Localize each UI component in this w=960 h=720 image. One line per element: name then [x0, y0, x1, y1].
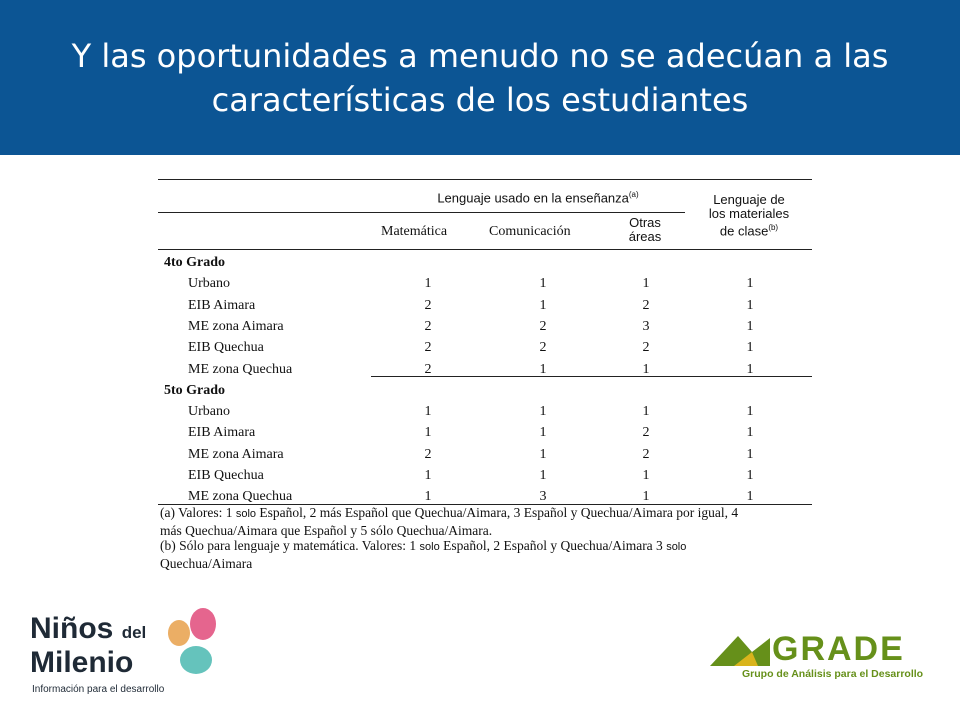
group-label: 4to Grado [164, 255, 226, 270]
row-label: Urbano [188, 276, 230, 292]
row-value: 1 [424, 404, 432, 420]
row-value: 2 [642, 425, 650, 441]
milenio-wordmark: Milenio [30, 646, 134, 679]
row-value: 1 [539, 297, 547, 313]
row-value: 1 [424, 425, 432, 441]
row-value: 1 [424, 489, 432, 505]
row-value: 1 [746, 446, 754, 462]
row-value: 1 [642, 404, 650, 420]
table-footnotes: (a) Valores: 1 solo Español, 2 más Españ… [160, 505, 890, 571]
column-header-matematica: Matemática [381, 224, 448, 239]
row-label: ME zona Quechua [188, 489, 293, 505]
row-value: 2 [424, 446, 432, 462]
grade-mountain-icon [710, 636, 770, 666]
row-value: 1 [539, 425, 547, 441]
table-group-rule [158, 212, 685, 213]
row-value: 1 [642, 468, 650, 483]
footnote-a-line-1: (a) Valores: 1 solo Español, 2 más Españ… [160, 505, 739, 520]
ninos-del-milenio-logo: Niños del Milenio Información para el de… [30, 606, 230, 701]
row-value: 1 [746, 361, 754, 377]
row-value: 2 [642, 446, 650, 462]
row-value: 1 [539, 404, 547, 420]
row-value: 2 [539, 318, 547, 334]
row-value: 1 [539, 468, 547, 483]
slide-title: Y las oportunidades a menudo no se adecú… [20, 34, 940, 122]
table-row-rule [371, 376, 812, 377]
footnote-a-line-2: más Quechua/Aimara que Español y 5 sólo … [160, 522, 493, 538]
row-label: Urbano [188, 404, 230, 420]
fingerprint-orange-icon [168, 620, 190, 646]
row-label: EIB Quechua [188, 468, 264, 483]
row-label: ME zona Aimara [188, 318, 284, 334]
row-value: 1 [746, 340, 754, 356]
fingerprint-pink-icon [190, 608, 216, 640]
slide-header: Y las oportunidades a menudo no se adecú… [0, 0, 960, 155]
group-label: 5to Grado [164, 382, 226, 398]
row-value: 1 [642, 489, 650, 505]
row-value: 2 [424, 340, 432, 356]
row-value: 3 [642, 318, 650, 334]
column-header-comunicacion: Comunicación [489, 224, 571, 239]
row-value: 2 [424, 361, 432, 377]
row-value: 1 [746, 276, 754, 292]
row-label: EIB Quechua [188, 340, 264, 356]
fingerprint-teal-icon [180, 646, 212, 674]
grade-tagline: Grupo de Análisis para el Desarrollo [742, 668, 924, 680]
slide-title-line-1: Y las oportunidades a menudo no se adecú… [71, 37, 889, 75]
footnote-b-line-2: Quechua/Aimara [160, 555, 253, 571]
row-value: 1 [642, 361, 650, 377]
row-value: 1 [746, 489, 754, 505]
row-value: 2 [642, 297, 650, 313]
row-value: 2 [424, 318, 432, 334]
row-value: 2 [424, 297, 432, 313]
row-label: EIB Aimara [188, 297, 256, 313]
ninos-wordmark: Niños del [30, 612, 147, 645]
row-value: 1 [539, 446, 547, 462]
row-value: 1 [746, 318, 754, 334]
row-value: 1 [746, 404, 754, 420]
table-bottom-rule [158, 504, 812, 505]
row-value: 1 [539, 276, 547, 292]
grade-wordmark: GRADE [772, 630, 905, 668]
footnote-b-line-1: (b) Sólo para lenguaje y matemática. Val… [160, 538, 687, 553]
ninos-tagline: Información para el desarrollo [32, 684, 165, 695]
row-value: 1 [424, 276, 432, 292]
table-top-rule [158, 179, 812, 180]
grade-logo: GRADE Grupo de Análisis para el Desarrol… [708, 630, 938, 682]
row-value: 1 [746, 297, 754, 313]
row-value: 1 [746, 468, 754, 483]
slide-title-line-2: características de los estudiantes [211, 81, 749, 119]
row-value: 1 [746, 425, 754, 441]
row-value: 1 [424, 468, 432, 483]
row-value: 1 [642, 276, 650, 292]
row-label: ME zona Aimara [188, 446, 284, 462]
group-header: Lenguaje usado en la enseñanza(a) [437, 190, 639, 206]
row-value: 3 [539, 489, 547, 505]
row-label: EIB Aimara [188, 425, 256, 441]
row-value: 2 [539, 340, 547, 356]
materials-header: Lenguaje de los materiales de clase(b) [708, 192, 790, 239]
row-value: 1 [539, 361, 547, 377]
row-value: 2 [642, 340, 650, 356]
row-label: ME zona Quechua [188, 361, 293, 377]
table-header-rule [158, 249, 812, 250]
column-header-otras-areas: Otras áreas [628, 215, 662, 244]
